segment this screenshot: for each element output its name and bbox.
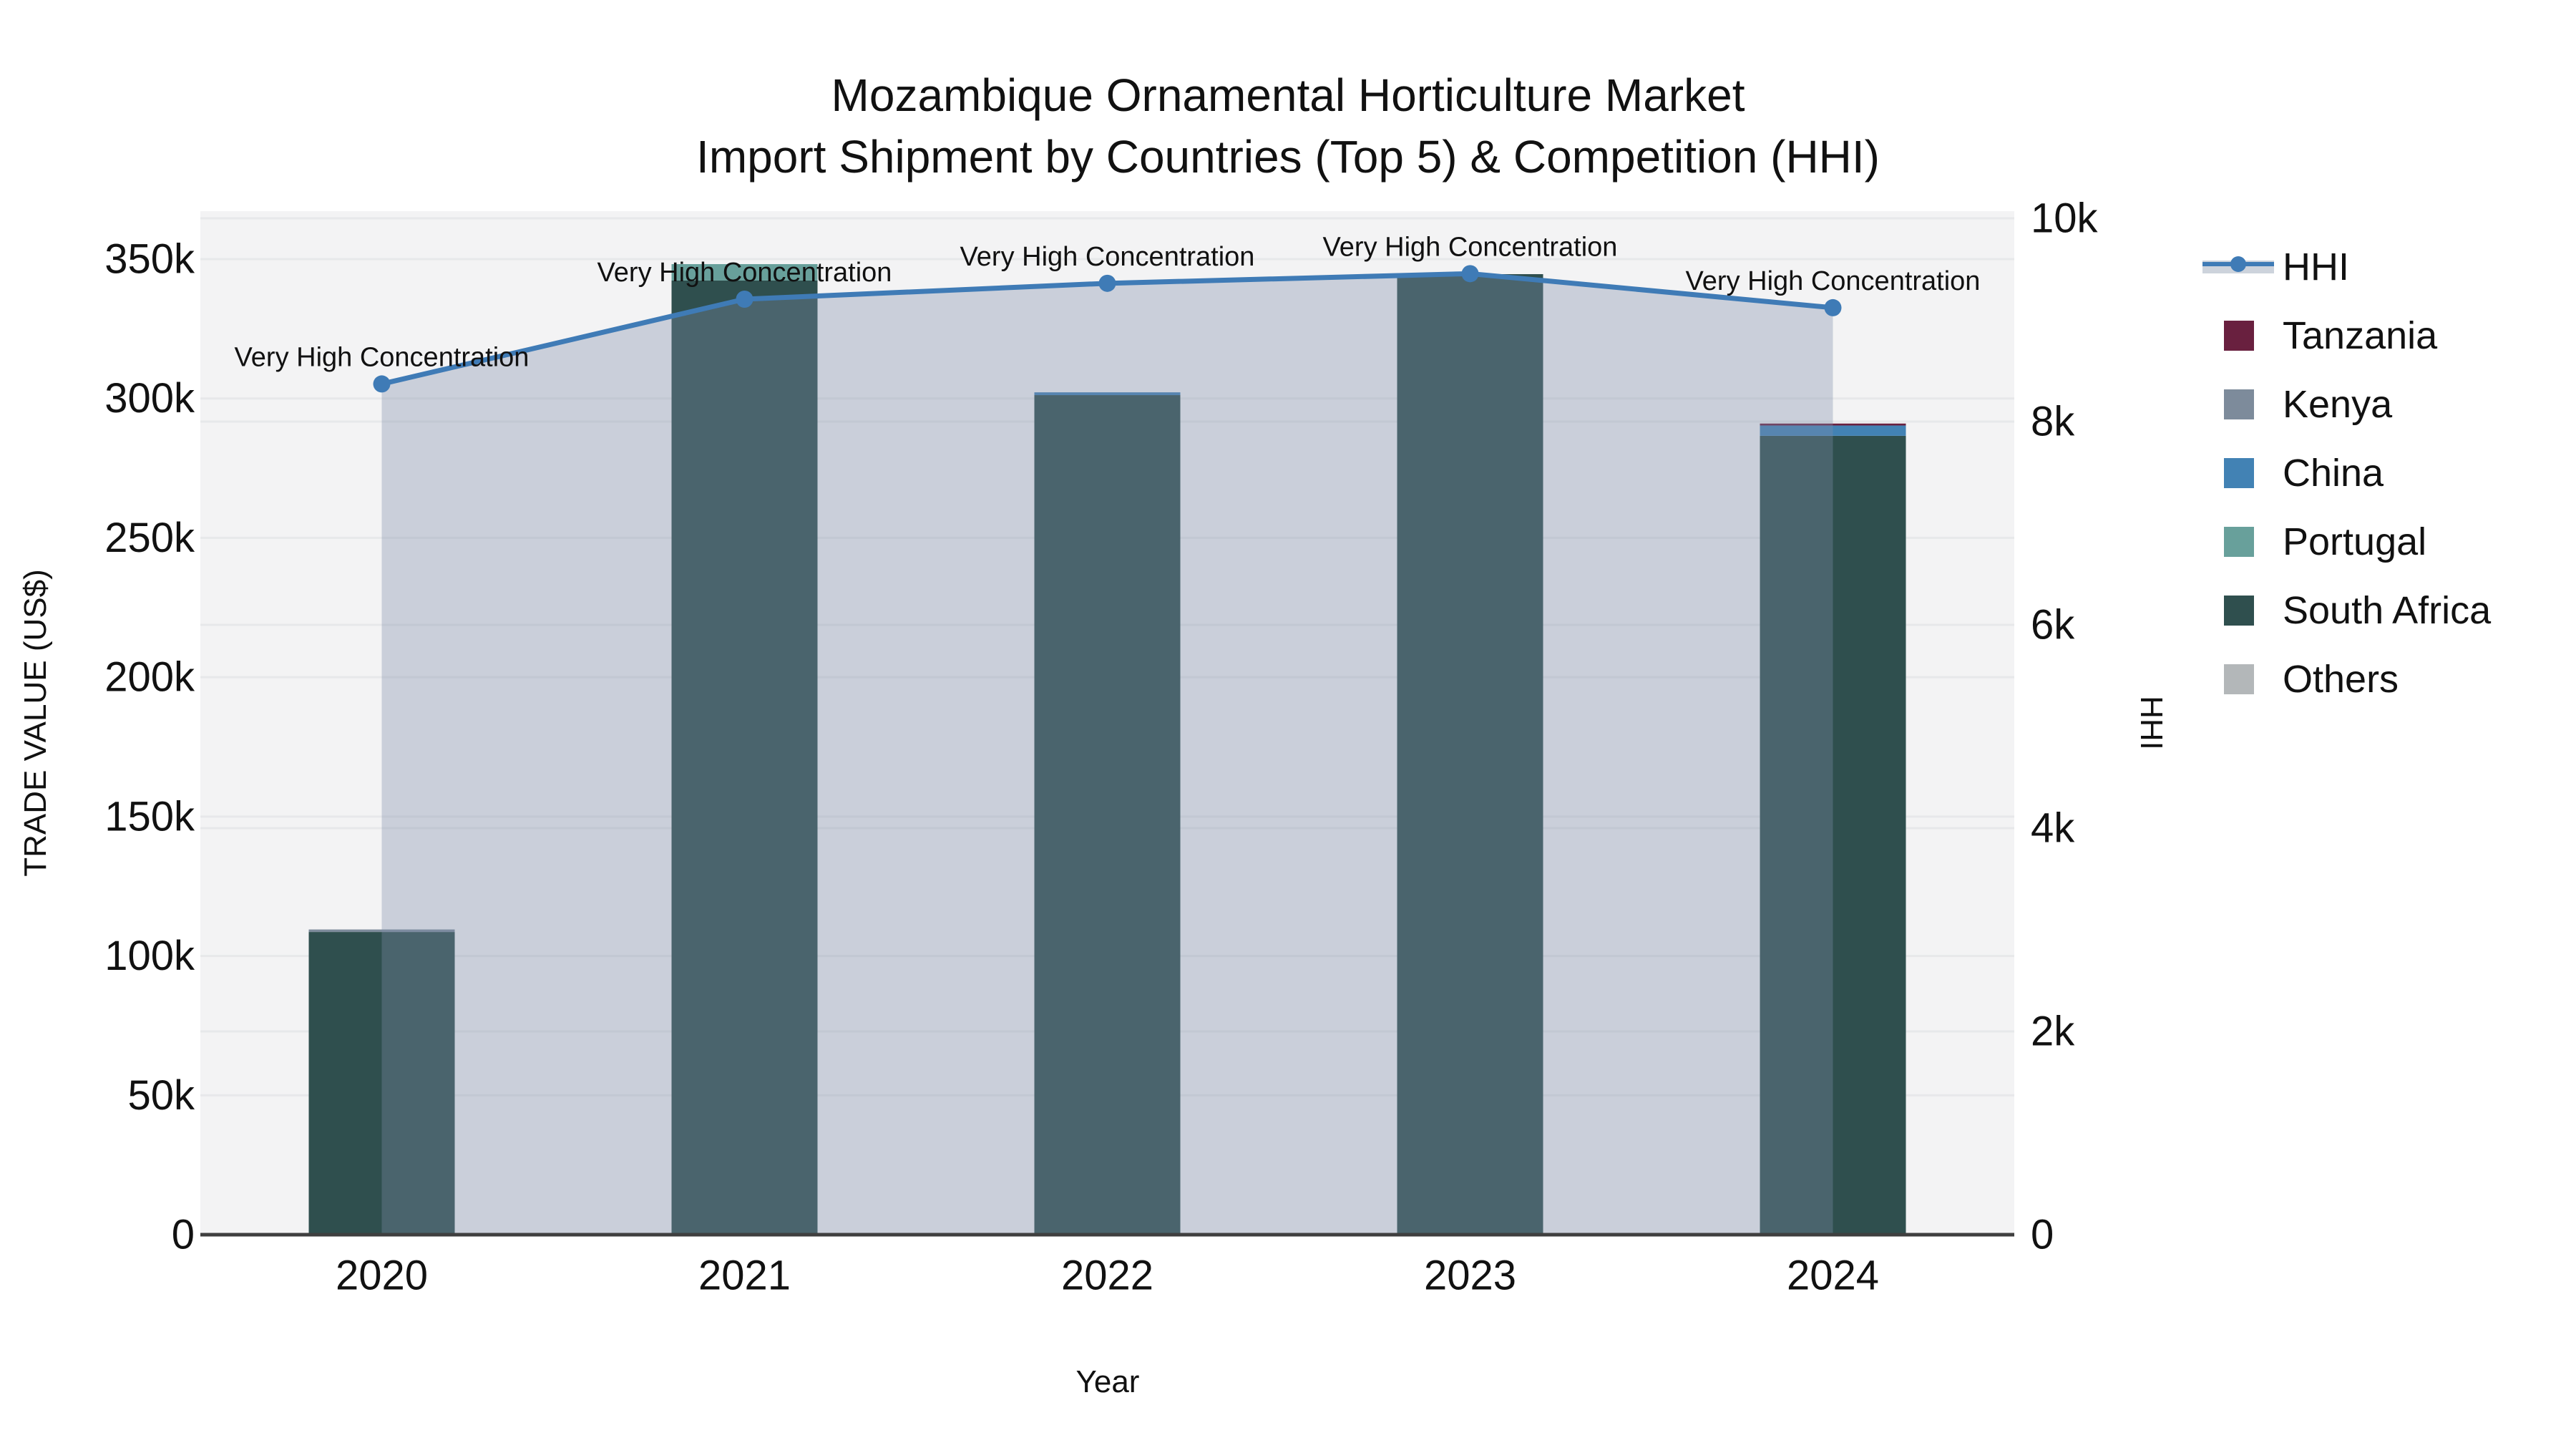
bar-segment-china-2024[interactable] [1760,425,1906,436]
legend-item-kenya[interactable]: Kenya [2224,383,2393,426]
legend-swatch [2224,389,2254,419]
hhi-marker-2023[interactable] [1461,265,1479,283]
y-left-tick-label: 200k [104,654,195,701]
x-axis-title: Year [1076,1364,1140,1399]
annotation-2024: Very High Concentration [1686,266,1981,296]
legend-item-china[interactable]: China [2224,452,2384,495]
legend-swatch [2224,321,2254,351]
bar-segment-south-africa-2023[interactable] [1397,274,1543,1235]
legend-label: South Africa [2283,589,2492,632]
y-right-tick-label: 6k [2031,601,2075,648]
legend-item-south-africa[interactable]: South Africa [2224,589,2492,632]
x-tick-label-2021: 2021 [698,1253,791,1299]
chart-title-line2: Import Shipment by Countries (Top 5) & C… [696,131,1880,183]
x-tick-label-2020: 2020 [336,1253,428,1299]
y-left-tick-label: 0 [172,1212,195,1258]
legend-item-tanzania[interactable]: Tanzania [2224,314,2438,357]
hhi-marker-2022[interactable] [1098,274,1116,292]
chart-title-line1: Mozambique Ornamental Horticulture Marke… [831,69,1745,121]
legend-item-portugal[interactable]: Portugal [2224,520,2426,563]
bar-segment-south-africa-2024[interactable] [1760,435,1906,1235]
legend-label: Tanzania [2283,314,2438,357]
y-right-tick-label: 10k [2031,195,2099,241]
bar-segment-south-africa-2022[interactable] [1034,395,1181,1235]
legend-label: Portugal [2283,520,2426,563]
legend-swatch [2224,664,2254,694]
plot-area: Very High Concentration Very High Concent… [104,195,2098,1298]
bar-segment-tanzania-2024[interactable] [1760,423,1906,426]
y-left-tick-label: 250k [104,515,195,561]
hhi-area-fill [381,273,1833,1235]
y-left-tick-label: 50k [127,1072,195,1119]
annotation-2023: Very High Concentration [1323,232,1618,262]
y-right-tick-label: 0 [2031,1212,2054,1258]
legend-swatch [2224,596,2254,626]
hhi-marker-2020[interactable] [373,375,391,393]
legend-item-hhi[interactable]: HHI [2202,246,2349,288]
y-left-tick-label: 100k [104,933,195,979]
bar-segment-south-africa-2021[interactable] [671,280,818,1235]
y-left-tick-label: 150k [104,793,195,840]
y-right-tick-label: 4k [2031,805,2075,851]
legend-label: HHI [2283,246,2349,288]
legend-swatch [2224,458,2254,488]
legend-hhi-marker [2230,256,2246,272]
y-left-axis-title: TRADE VALUE (US$) [18,569,53,877]
annotation-2020: Very High Concentration [235,342,530,372]
bar-segment-south-africa-2020[interactable] [308,932,455,1235]
y-left-tick-label: 350k [104,235,195,282]
legend-label: China [2283,452,2384,495]
legend-swatch [2224,527,2254,557]
bar-segment-kenya-2020[interactable] [308,929,455,933]
legend-label: Others [2283,658,2399,701]
legend: HHI Tanzania Kenya China Portugal South Afric… [2202,246,2492,701]
bar-segment-china-2022[interactable] [1034,392,1181,396]
y-left-tick-label: 300k [104,375,195,422]
y-right-tick-label: 2k [2031,1008,2075,1054]
legend-label: Kenya [2283,383,2393,426]
y-right-axis-title: HHI [2134,696,2169,750]
hhi-marker-2024[interactable] [1824,298,1842,316]
bar-segment-portugal-2021[interactable] [671,263,818,281]
annotation-2022: Very High Concentration [960,242,1255,272]
y-right-tick-label: 8k [2031,398,2075,444]
hhi-marker-2021[interactable] [736,290,753,308]
legend-item-others[interactable]: Others [2224,658,2399,701]
annotation-2021: Very High Concentration [597,258,892,288]
x-tick-label-2024: 2024 [1787,1253,1879,1299]
x-tick-label-2022: 2022 [1061,1253,1153,1299]
x-tick-label-2023: 2023 [1424,1253,1516,1299]
